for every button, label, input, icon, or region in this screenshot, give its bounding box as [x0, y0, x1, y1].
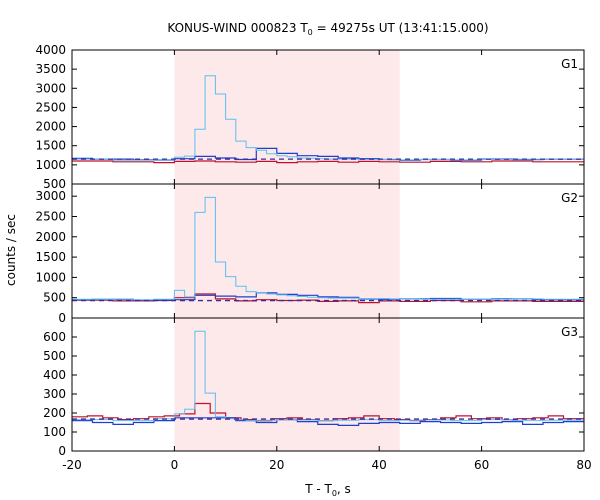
x-axis-label-main: T - T: [304, 482, 332, 496]
panel-g2-y-tick-label: 500: [43, 291, 66, 305]
panel-g1-interval-shade: [174, 50, 400, 184]
panel-g3-high-resolution-series: [72, 330, 584, 422]
chart-title-main: KONUS-WIND 000823 T: [167, 21, 308, 35]
x-tick-label: 60: [474, 458, 489, 472]
panel-g3-y-tick-label: 100: [43, 425, 66, 439]
panel-g3-interval-shade: [174, 318, 400, 451]
panel-g3-y-tick-label: 400: [43, 368, 66, 382]
panel-g1-y-tick-label: 4000: [35, 43, 66, 57]
chart-title: KONUS-WIND 000823 T0 = 49275s UT (13:41:…: [167, 21, 488, 37]
plot-layer: 5001000150020002500300035004000G10500100…: [35, 43, 591, 472]
x-axis-label-sub: 0: [332, 489, 337, 498]
x-tick-label: -20: [62, 458, 82, 472]
panel-g1-y-tick-label: 500: [43, 177, 66, 191]
chart-title-sub: 0: [308, 28, 313, 37]
panel-g2-y-tick-label: 3000: [35, 189, 66, 203]
panel-g3-y-tick-label: 200: [43, 406, 66, 420]
panel-g2-label: G2: [561, 191, 578, 205]
panel-g3-y-tick-label: 300: [43, 387, 66, 401]
panel-g2-y-tick-label: 2000: [35, 230, 66, 244]
x-axis-label-rest: , s: [337, 482, 351, 496]
x-tick-label: 20: [269, 458, 284, 472]
panel-g1-y-tick-label: 1500: [35, 139, 66, 153]
panel-g1-y-tick-label: 2000: [35, 120, 66, 134]
panel-g1-y-tick-label: 2500: [35, 100, 66, 114]
x-axis-label: T - T0, s: [304, 482, 351, 498]
chart-title-rest: = 49275s UT (13:41:15.000): [313, 21, 489, 35]
y-axis-label: counts / sec: [4, 214, 18, 286]
panel-g3-frame: [71, 317, 585, 452]
panel-g3-y-tick-label: 0: [58, 444, 66, 458]
panel-g3-y-tick-label: 600: [43, 330, 66, 344]
panel-g2-interval-shade: [174, 184, 400, 318]
panel-g1-y-tick-label: 3000: [35, 81, 66, 95]
x-tick-label: 40: [372, 458, 387, 472]
panel-g2-y-tick-label: 1000: [35, 270, 66, 284]
panel-g1-y-tick-label: 3500: [35, 62, 66, 76]
x-tick-label: 0: [171, 458, 179, 472]
x-tick-label: 80: [576, 458, 591, 472]
panel-g3-y-tick-label: 500: [43, 349, 66, 363]
panel-g3-label: G3: [561, 325, 578, 339]
panel-g2-high-resolution-series: [72, 196, 584, 301]
panel-g2-y-tick-label: 2500: [35, 209, 66, 223]
panel-g2-y-tick-label: 1500: [35, 250, 66, 264]
panel-g1-y-tick-label: 1000: [35, 158, 66, 172]
panel-g2-y-tick-label: 0: [58, 311, 66, 325]
panel-g1-label: G1: [561, 57, 578, 71]
panel-g1-red-background-series: [72, 160, 584, 164]
panel-g2-blue-background-series: [72, 292, 584, 301]
